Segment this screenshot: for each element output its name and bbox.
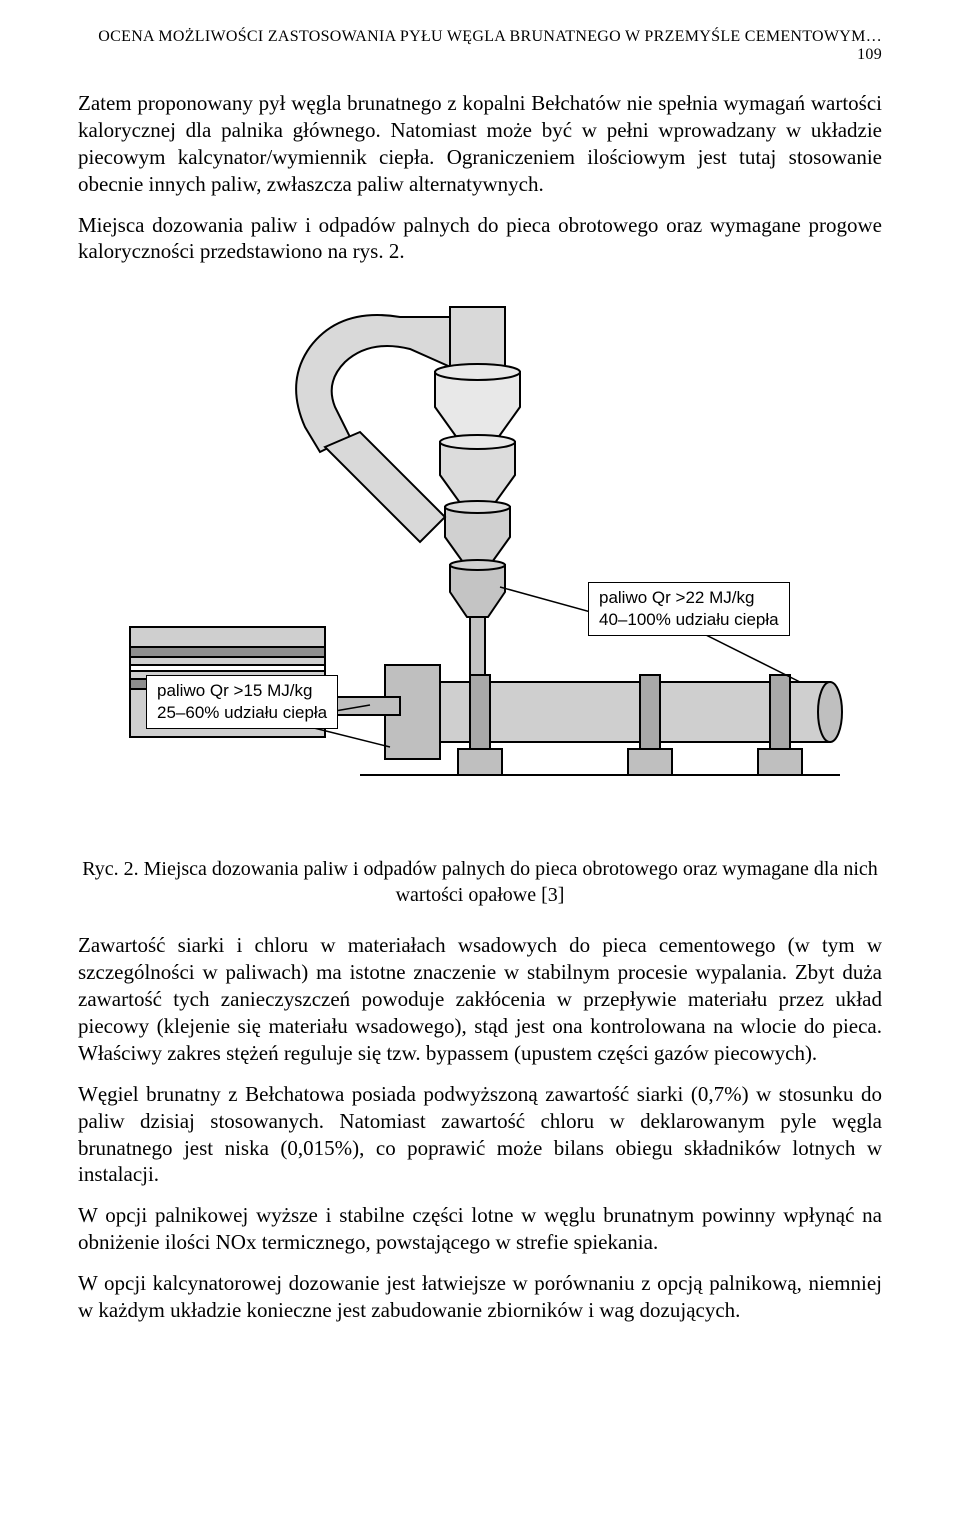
callout-low-qr: paliwo Qr >15 MJ/kg 25–60% udziału ciepł… [146,675,338,729]
paragraph-4: Węgiel brunatny z Bełchatowa posiada pod… [78,1081,882,1189]
paragraph-1: Zatem proponowany pył węgla brunatnego z… [78,90,882,198]
callout-low-qr-line1: paliwo Qr >15 MJ/kg [157,680,327,701]
paragraph-3: Zawartość siarki i chloru w materiałach … [78,932,882,1066]
figure-2-caption: Ryc. 2. Miejsca dozowania paliw i odpadó… [78,857,882,908]
paragraph-2: Miejsca dozowania paliw i odpadów palnyc… [78,212,882,266]
callout-high-qr-line2: 40–100% udziału ciepła [599,609,779,630]
running-title: OCENA MOŻLIWOŚCI ZASTOSOWANIA PYŁU WĘGLA… [98,28,882,45]
page-number: 109 [857,46,882,63]
running-header: OCENA MOŻLIWOŚCI ZASTOSOWANIA PYŁU WĘGLA… [78,28,882,64]
page: OCENA MOŻLIWOŚCI ZASTOSOWANIA PYŁU WĘGLA… [0,0,960,1378]
figure-2: paliwo Qr >22 MJ/kg 40–100% udziału ciep… [78,287,882,827]
paragraph-5: W opcji palnikowej wyższe i stabilne czę… [78,1202,882,1256]
paragraph-6: W opcji kalcynatorowej dozowanie jest ła… [78,1270,882,1324]
callout-low-qr-line2: 25–60% udziału ciepła [157,702,327,723]
kiln-diagram [100,287,860,807]
callout-high-qr-line1: paliwo Qr >22 MJ/kg [599,587,779,608]
callout-high-qr: paliwo Qr >22 MJ/kg 40–100% udziału ciep… [588,582,790,636]
